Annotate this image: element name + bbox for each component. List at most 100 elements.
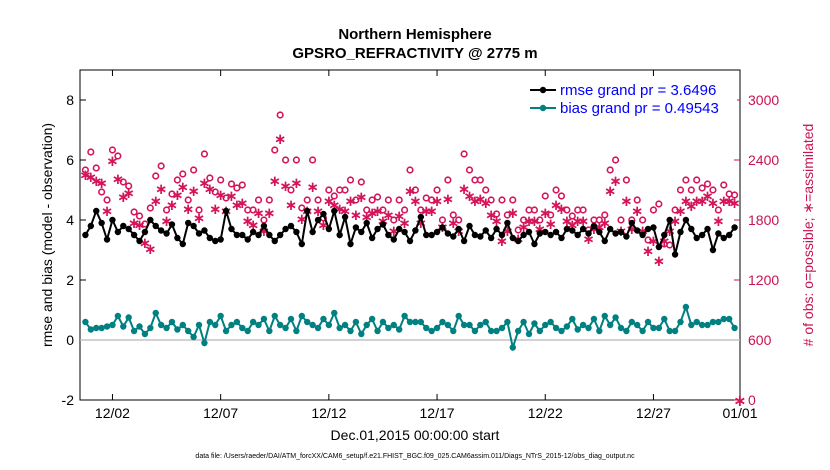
- obs-possible-point: [671, 206, 679, 214]
- bias-point: [406, 318, 414, 326]
- obs-possible-point: [87, 148, 95, 156]
- bias-point: [82, 318, 89, 326]
- rmse-point: [228, 225, 235, 233]
- bias-point: [688, 321, 695, 329]
- rmse-point: [536, 230, 544, 237]
- obs-assimilated-point: ∗: [117, 188, 130, 206]
- y-tick-label: -2: [62, 392, 75, 408]
- legend-rmse-label: rmse grand pr = 3.6496: [560, 82, 716, 99]
- bias-point: [304, 318, 311, 326]
- y-right-tick-label: 0: [748, 392, 756, 408]
- bias-point: [623, 327, 630, 335]
- bias-point: [287, 315, 295, 323]
- obs-assimilated-point: ∗: [263, 204, 276, 222]
- bias-point: [552, 324, 560, 332]
- obs-possible-point: [135, 212, 144, 220]
- obs-assimilated-point: ∗: [176, 178, 189, 196]
- obs-possible-point: [417, 206, 425, 214]
- obs-possible-point: [541, 192, 549, 200]
- obs-possible-point: [368, 196, 376, 204]
- rmse-point: [612, 230, 619, 237]
- bias-point: [574, 326, 581, 333]
- rmse-point: [385, 231, 392, 239]
- rmse-point: [688, 225, 695, 233]
- obs-possible-point: [644, 236, 652, 244]
- obs-possible-point: [206, 174, 214, 182]
- obs-possible-point: [611, 156, 620, 164]
- obs-possible-point: [693, 176, 701, 184]
- obs-assimilated-point: ∗: [144, 240, 157, 258]
- obs-assimilated-point: ∗: [344, 192, 357, 210]
- bias-point: [514, 327, 522, 335]
- obs-possible-point: [444, 176, 452, 184]
- axis-ticks: 12/02 12/07 12/12 12/17 12/22 12/27 01/01-2024…: [62, 70, 779, 421]
- bias-point: [93, 324, 100, 332]
- rmse-point: [233, 231, 241, 239]
- bias-point: [590, 315, 598, 323]
- rmse-point: [439, 224, 446, 231]
- obs-assimilated-point: ∗: [490, 212, 503, 230]
- obs-assimilated-point: ∗: [182, 200, 195, 218]
- plot-area: [79, 69, 741, 401]
- bias-point: [606, 321, 614, 329]
- rmse-point: [304, 207, 311, 215]
- obs-possible-point: [233, 184, 241, 192]
- obs-assimilated-point: ∗: [225, 187, 238, 205]
- obs-assimilated-point: ∗: [442, 190, 455, 208]
- footnote: data file: /Users/raeder/DAI/ATM_forcXX/…: [195, 453, 635, 460]
- rmse-point: [314, 216, 322, 224]
- obs-assimilated-point: ∗: [274, 130, 287, 148]
- obs-assimilated-point: ∗: [642, 242, 655, 260]
- obs-possible-point: [384, 196, 392, 204]
- obs-assimilated-point: ∗: [366, 204, 379, 222]
- bias-point: [212, 321, 219, 329]
- legend-box: [528, 77, 737, 117]
- obs-assimilated-point: ∗: [485, 206, 498, 224]
- rmse-point: [520, 231, 527, 239]
- obs-possible-point: [406, 166, 414, 174]
- bias-point: [244, 327, 251, 335]
- rmse-point: [184, 219, 192, 227]
- bias-point: [498, 324, 506, 332]
- rmse-point: [531, 240, 538, 248]
- y-axis-label: rmse and bias (model - observation): [39, 123, 55, 347]
- rmse-point: [466, 222, 473, 230]
- bias-point: [331, 309, 338, 317]
- bias-point: [266, 327, 273, 335]
- bias-point: [455, 312, 462, 320]
- rmse-point: [471, 231, 479, 239]
- obs-assimilated-point: ∗: [609, 172, 622, 190]
- bias-point: [412, 318, 419, 326]
- obs-possible-point: [563, 206, 571, 214]
- bias-point: [390, 321, 397, 329]
- obs-possible-point: [227, 180, 236, 188]
- rmse-point: [271, 237, 278, 245]
- obs-possible-point: [482, 186, 490, 194]
- obs-possible-point: [162, 206, 171, 214]
- obs-possible-point: [390, 216, 398, 224]
- bias-point: [114, 312, 122, 320]
- y-tick-label: 4: [66, 212, 74, 228]
- rmse-point: [336, 231, 343, 239]
- obs-possible-point: [108, 146, 117, 154]
- bias-point: [168, 318, 176, 326]
- obs-assimilated-point: ∗: [458, 180, 471, 198]
- rmse-point: [239, 231, 246, 239]
- y-right-tick-label: 2400: [748, 152, 779, 168]
- obs-possible-point: [503, 211, 511, 219]
- rmse-point: [395, 225, 403, 233]
- obs-assimilated-point: ∗: [550, 196, 563, 214]
- rmse-point: [87, 222, 95, 230]
- bias-point: [650, 324, 657, 332]
- obs-assimilated-point: ∗: [712, 212, 725, 230]
- rmse-point: [639, 231, 646, 239]
- obs-assimilated-point: ∗: [290, 174, 303, 192]
- rmse-point: [428, 231, 435, 239]
- obs-possible-point: [249, 206, 257, 214]
- obs-possible-point: [595, 216, 603, 224]
- bias-point: [260, 315, 268, 323]
- obs-assimilated-point: ∗: [155, 180, 168, 198]
- obs-assimilated-point: ∗: [95, 174, 108, 192]
- obs-possible-point: [682, 176, 690, 184]
- bias-point: [233, 318, 241, 326]
